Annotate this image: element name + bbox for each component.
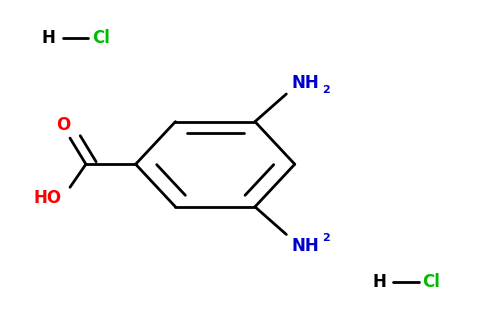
- Text: H: H: [372, 273, 386, 291]
- Text: H: H: [42, 29, 56, 47]
- Text: O: O: [56, 116, 70, 134]
- Text: HO: HO: [34, 189, 62, 207]
- Text: Cl: Cl: [422, 273, 440, 291]
- Text: 2: 2: [322, 233, 330, 243]
- Text: NH: NH: [292, 73, 319, 91]
- Text: NH: NH: [292, 237, 319, 255]
- Text: Cl: Cl: [92, 29, 110, 47]
- Text: 2: 2: [322, 85, 330, 95]
